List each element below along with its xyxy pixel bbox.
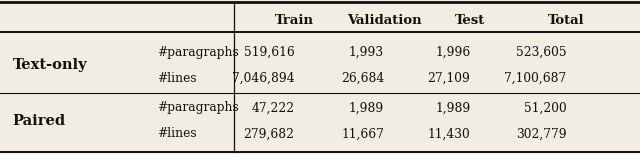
Text: 26,684: 26,684: [340, 72, 384, 85]
Text: 523,605: 523,605: [516, 46, 566, 59]
Text: Validation: Validation: [347, 14, 421, 26]
Text: 51,200: 51,200: [524, 101, 566, 114]
Text: Test: Test: [455, 14, 486, 26]
Text: Train: Train: [275, 14, 314, 26]
Text: 1,993: 1,993: [349, 46, 384, 59]
Text: 47,222: 47,222: [252, 101, 294, 114]
Text: 7,100,687: 7,100,687: [504, 72, 566, 85]
Text: Total: Total: [548, 14, 585, 26]
Text: 1,989: 1,989: [349, 101, 384, 114]
Text: 519,616: 519,616: [244, 46, 294, 59]
Text: 1,996: 1,996: [435, 46, 470, 59]
Text: #lines: #lines: [157, 128, 196, 140]
Text: 279,682: 279,682: [243, 128, 294, 140]
Text: Text-only: Text-only: [13, 59, 88, 72]
Text: 302,779: 302,779: [516, 128, 566, 140]
Text: 1,989: 1,989: [435, 101, 470, 114]
Text: #lines: #lines: [157, 72, 196, 85]
Text: 27,109: 27,109: [428, 72, 470, 85]
Text: 7,046,894: 7,046,894: [232, 72, 294, 85]
Text: 11,430: 11,430: [428, 128, 470, 140]
Text: 11,667: 11,667: [341, 128, 384, 140]
Text: #paragraphs: #paragraphs: [157, 101, 239, 114]
Text: #paragraphs: #paragraphs: [157, 46, 239, 59]
Text: Paired: Paired: [13, 114, 66, 128]
